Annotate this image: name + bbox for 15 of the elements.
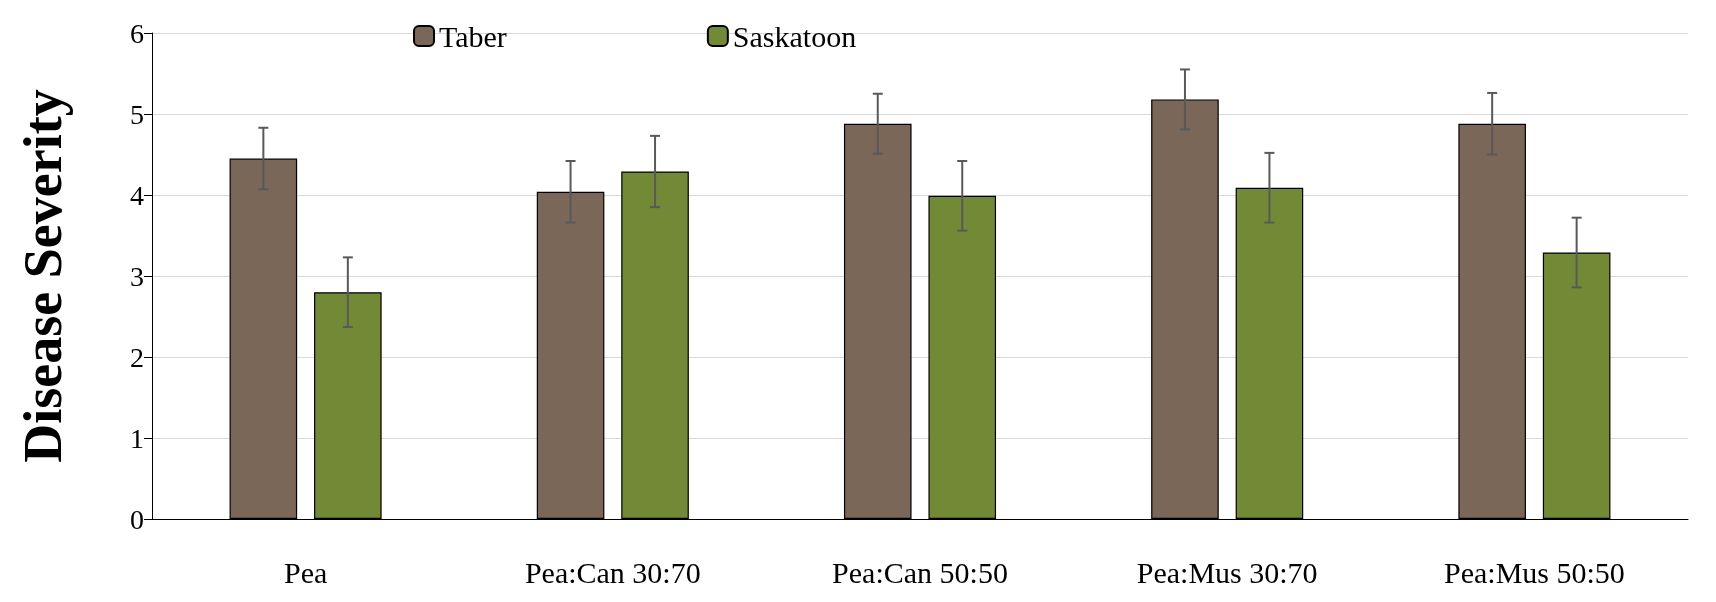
y-tick-label: 1 — [130, 422, 144, 454]
x-tick-label: Pea:Mus 50:50 — [1443, 555, 1625, 589]
legend-label: Saskatoon — [732, 19, 857, 53]
legend-label: Taber — [439, 19, 507, 53]
y-axis-title: Disease Severity — [13, 89, 73, 463]
y-tick-label: 6 — [130, 17, 144, 49]
y-tick-label: 3 — [130, 260, 144, 292]
x-tick-label: Pea:Can 50:50 — [832, 555, 1008, 589]
y-tick-label: 2 — [130, 341, 144, 373]
x-tick-label: Pea:Can 30:70 — [524, 555, 701, 589]
y-tick-label: 4 — [130, 179, 144, 211]
y-tick-label: 5 — [130, 98, 144, 130]
x-tick-label: Pea — [283, 555, 328, 589]
x-tick-label: Pea:Mus 30:70 — [1136, 555, 1318, 589]
y-tick-label: 0 — [130, 503, 144, 535]
